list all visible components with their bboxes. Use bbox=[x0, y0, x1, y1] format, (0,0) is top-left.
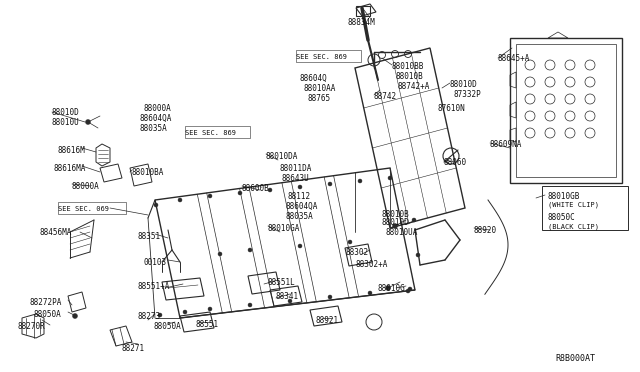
Circle shape bbox=[328, 182, 332, 186]
Text: 88010B: 88010B bbox=[395, 72, 423, 81]
Text: 88302: 88302 bbox=[345, 248, 368, 257]
Circle shape bbox=[406, 289, 410, 293]
Text: 88456MA: 88456MA bbox=[40, 228, 72, 237]
Text: 88272PA: 88272PA bbox=[30, 298, 62, 307]
Text: SEE SEC. 869: SEE SEC. 869 bbox=[296, 54, 347, 60]
Text: 88000A: 88000A bbox=[72, 182, 100, 191]
Text: 88000A: 88000A bbox=[144, 104, 172, 113]
Text: 88551: 88551 bbox=[196, 320, 219, 329]
Circle shape bbox=[392, 224, 397, 228]
Text: 88035A: 88035A bbox=[140, 124, 168, 133]
Text: 88616M: 88616M bbox=[58, 146, 86, 155]
Text: 88010B: 88010B bbox=[382, 210, 410, 219]
Text: 87610N: 87610N bbox=[437, 104, 465, 113]
Bar bbox=[296, 50, 361, 62]
Circle shape bbox=[388, 176, 392, 180]
Text: 88765: 88765 bbox=[307, 94, 330, 103]
Text: 88060: 88060 bbox=[444, 158, 467, 167]
Circle shape bbox=[408, 287, 412, 291]
Circle shape bbox=[183, 310, 187, 314]
Text: 88604QA: 88604QA bbox=[140, 114, 172, 123]
Text: 88616MA: 88616MA bbox=[54, 164, 86, 173]
Bar bbox=[516, 44, 616, 177]
Circle shape bbox=[348, 240, 352, 244]
Text: 88604QA: 88604QA bbox=[285, 202, 317, 211]
Text: 88609NA: 88609NA bbox=[490, 140, 522, 149]
Text: 88050C: 88050C bbox=[548, 213, 576, 222]
Text: 88035A: 88035A bbox=[285, 212, 313, 221]
Text: 88050A: 88050A bbox=[34, 310, 61, 319]
Text: 88645+A: 88645+A bbox=[498, 54, 531, 63]
Text: 88742+A: 88742+A bbox=[398, 82, 430, 91]
Circle shape bbox=[412, 218, 416, 222]
Text: 88600B: 88600B bbox=[242, 184, 269, 193]
Circle shape bbox=[72, 314, 77, 318]
Circle shape bbox=[328, 295, 332, 299]
Text: 88010U: 88010U bbox=[52, 118, 80, 127]
Circle shape bbox=[416, 253, 420, 257]
Text: (BLACK CLIP): (BLACK CLIP) bbox=[548, 223, 599, 230]
Circle shape bbox=[385, 285, 390, 291]
Circle shape bbox=[368, 291, 372, 295]
Circle shape bbox=[208, 194, 212, 198]
Text: 00103: 00103 bbox=[144, 258, 167, 267]
Text: 88270R: 88270R bbox=[18, 322, 45, 331]
Circle shape bbox=[208, 307, 212, 311]
Bar bbox=[58, 202, 126, 214]
Circle shape bbox=[288, 299, 292, 303]
Text: 88643U: 88643U bbox=[282, 174, 310, 183]
Circle shape bbox=[238, 191, 242, 195]
Circle shape bbox=[158, 313, 162, 317]
Text: 88010D: 88010D bbox=[382, 218, 410, 227]
Text: 88010BA: 88010BA bbox=[132, 168, 164, 177]
Text: 88551+A: 88551+A bbox=[138, 282, 170, 291]
Bar bbox=[542, 186, 628, 230]
Text: 88010AA: 88010AA bbox=[304, 84, 337, 93]
Text: 88010DA: 88010DA bbox=[266, 152, 298, 161]
Text: 88551L: 88551L bbox=[268, 278, 296, 287]
Text: 88112: 88112 bbox=[287, 192, 310, 201]
Text: 88011DA: 88011DA bbox=[280, 164, 312, 173]
Circle shape bbox=[298, 185, 302, 189]
Text: R8B000AT: R8B000AT bbox=[555, 354, 595, 363]
Text: 88302+A: 88302+A bbox=[356, 260, 388, 269]
Text: 88921: 88921 bbox=[316, 316, 339, 325]
Text: 87332P: 87332P bbox=[453, 90, 481, 99]
Circle shape bbox=[248, 248, 252, 252]
Bar bbox=[510, 38, 622, 183]
Text: SEE SEC. 869: SEE SEC. 869 bbox=[185, 130, 236, 136]
Text: 88010GB: 88010GB bbox=[548, 192, 580, 201]
Circle shape bbox=[86, 119, 90, 125]
Circle shape bbox=[154, 203, 158, 207]
Text: 88341: 88341 bbox=[276, 292, 299, 301]
Text: 88742: 88742 bbox=[374, 92, 397, 101]
Circle shape bbox=[248, 303, 252, 307]
Text: 88050A: 88050A bbox=[154, 322, 182, 331]
Bar bbox=[356, 6, 370, 16]
Circle shape bbox=[178, 198, 182, 202]
Text: 88920: 88920 bbox=[474, 226, 497, 235]
Circle shape bbox=[218, 252, 222, 256]
Text: 88834M: 88834M bbox=[348, 18, 376, 27]
Text: SEE SEC. 069: SEE SEC. 069 bbox=[58, 206, 109, 212]
Circle shape bbox=[298, 244, 302, 248]
Text: 88351: 88351 bbox=[138, 232, 161, 241]
Text: 88010BB: 88010BB bbox=[392, 62, 424, 71]
Circle shape bbox=[358, 179, 362, 183]
Text: 88604Q: 88604Q bbox=[300, 74, 328, 83]
Bar bbox=[185, 126, 250, 138]
Text: 88010D: 88010D bbox=[450, 80, 477, 89]
Text: 88010UA: 88010UA bbox=[386, 228, 419, 237]
Text: 88271: 88271 bbox=[122, 344, 145, 353]
Text: 88273: 88273 bbox=[138, 312, 161, 321]
Circle shape bbox=[268, 188, 272, 192]
Text: 88010G: 88010G bbox=[378, 284, 406, 293]
Text: (WHITE CLIP): (WHITE CLIP) bbox=[548, 202, 599, 208]
Text: 88010GA: 88010GA bbox=[268, 224, 300, 233]
Text: 88010D: 88010D bbox=[52, 108, 80, 117]
